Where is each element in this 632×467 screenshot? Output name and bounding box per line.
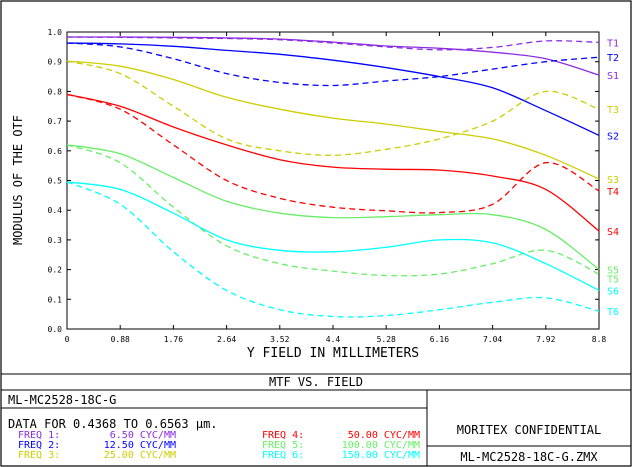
series-line-s4 — [66, 93, 600, 232]
frequency-legend: FREQ 1: 6.50 CYC/MM FREQ 2: 12.50 CYC/MM FRE… — [18, 430, 420, 461]
series-line-t2 — [66, 42, 600, 87]
freq-label: FREQ 1: — [18, 430, 60, 441]
x-tick-label: 6.16 — [430, 335, 449, 344]
x-tick-label: 5.28 — [377, 335, 396, 344]
curve-label-t2: T2 — [607, 53, 619, 64]
data-wavelength-line: DATA FOR 0.4368 TO 0.6563 µm. — [8, 417, 218, 431]
freq-value: 12.50 CYC/MM — [104, 440, 176, 451]
series-line-t4 — [66, 93, 600, 214]
curve-label-t6: T6 — [607, 307, 619, 318]
x-tick-label: 7.04 — [483, 335, 502, 344]
freq-value: 6.50 CYC/MM — [110, 430, 176, 441]
freq-value: 50.00 CYC/MM — [348, 430, 420, 441]
freq-label: FREQ 3: — [18, 450, 60, 461]
series-layer — [66, 36, 600, 318]
freq-value: 150.00 CYC/MM — [342, 450, 420, 461]
curve-label-s4: S4 — [607, 227, 619, 238]
y-tick-label: 1.0 — [48, 28, 63, 37]
freq-label: FREQ 5: — [262, 440, 304, 451]
series-line-t5 — [66, 144, 600, 277]
x-tick-label: 4.4 — [326, 335, 341, 344]
confidential-label: MORITEX CONFIDENTIAL — [457, 423, 602, 437]
y-tick-label: 0.6 — [48, 147, 63, 156]
series-line-s3 — [66, 60, 600, 180]
filename-label: ML-MC2528-18C-G.ZMX — [460, 450, 598, 464]
curve-label-t4: T4 — [607, 187, 619, 198]
curve-label-s5: S5 — [607, 266, 619, 277]
series-line-t6 — [66, 181, 600, 318]
y-tick-label: 0.2 — [48, 266, 63, 275]
y-tick-label: 0.1 — [48, 295, 63, 304]
x-tick-label: 0 — [65, 335, 70, 344]
x-tick-label: 3.52 — [270, 335, 289, 344]
series-line-s2 — [66, 42, 600, 136]
curve-label-s3: S3 — [607, 175, 619, 186]
y-tick-label: 0.0 — [48, 325, 63, 334]
freq-label: FREQ 4: — [262, 430, 304, 441]
curve-label-s1: S1 — [607, 71, 619, 82]
y-tick-label: 0.9 — [48, 58, 63, 67]
freq-value: 25.00 CYC/MM — [104, 450, 176, 461]
freq-label: FREQ 6: — [262, 450, 304, 461]
y-tick-label: 0.8 — [48, 87, 63, 96]
x-tick-label: 8.8 — [592, 335, 607, 344]
y-tick-label: 0.4 — [48, 206, 63, 215]
curve-label-t1: T1 — [607, 38, 619, 49]
series-line-s6 — [66, 181, 600, 291]
series-line-s5 — [66, 144, 600, 271]
curve-label-s6: S6 — [607, 286, 619, 297]
y-tick-label: 0.7 — [48, 117, 63, 126]
chart-title: MTF VS. FIELD — [269, 375, 363, 389]
y-tick-label: 0.3 — [48, 236, 63, 245]
x-tick-label: 1.76 — [164, 335, 183, 344]
y-tick-label: 0.5 — [48, 177, 63, 186]
curve-label-t3: T3 — [607, 105, 619, 116]
x-tick-label: 0.88 — [111, 335, 130, 344]
y-axis-label: MODULUS OF THE OTF — [11, 115, 25, 245]
freq-label: FREQ 2: — [18, 440, 60, 451]
freq-value: 100.00 CYC/MM — [342, 440, 420, 451]
x-tick-label: 7.92 — [536, 335, 555, 344]
curve-label-t5: T5 — [607, 275, 619, 286]
x-tick-label: 2.64 — [217, 335, 236, 344]
lens-name: ML-MC2528-18C-G — [8, 393, 116, 407]
curve-label-s2: S2 — [607, 131, 619, 142]
x-axis-label: Y FIELD IN MILLIMETERS — [247, 346, 419, 361]
ticks-layer: 0 0.88 1.76 2.64 3.52 4.4 5.28 6.16 7.04 7.92 8.8 0… — [48, 28, 607, 344]
series-line-s1 — [67, 36, 600, 76]
